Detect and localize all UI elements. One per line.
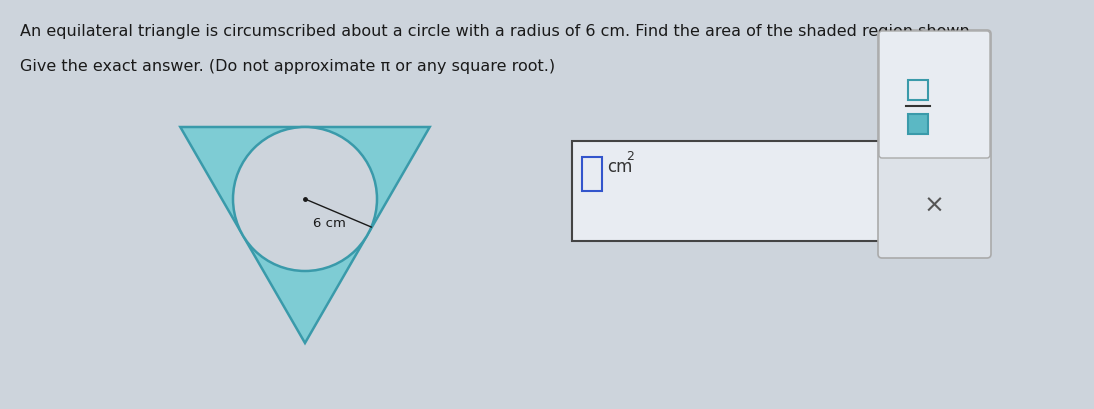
Bar	[908, 114, 928, 134]
Bar	[582, 157, 602, 191]
Bar	[572, 141, 882, 241]
Circle shape	[233, 127, 377, 271]
Polygon shape	[181, 127, 430, 343]
Text: Give the exact answer. (Do not approximate π or any square root.): Give the exact answer. (Do not approxima…	[20, 59, 555, 74]
Text: 6 cm: 6 cm	[313, 217, 346, 230]
Text: An equilateral triangle is circumscribed about a circle with a radius of 6 cm. F: An equilateral triangle is circumscribed…	[20, 24, 975, 39]
Text: 2: 2	[626, 151, 633, 164]
FancyBboxPatch shape	[878, 31, 990, 158]
Bar	[908, 80, 928, 100]
Text: cm: cm	[607, 158, 632, 176]
FancyBboxPatch shape	[878, 30, 991, 258]
Text: ×: ×	[924, 193, 945, 218]
